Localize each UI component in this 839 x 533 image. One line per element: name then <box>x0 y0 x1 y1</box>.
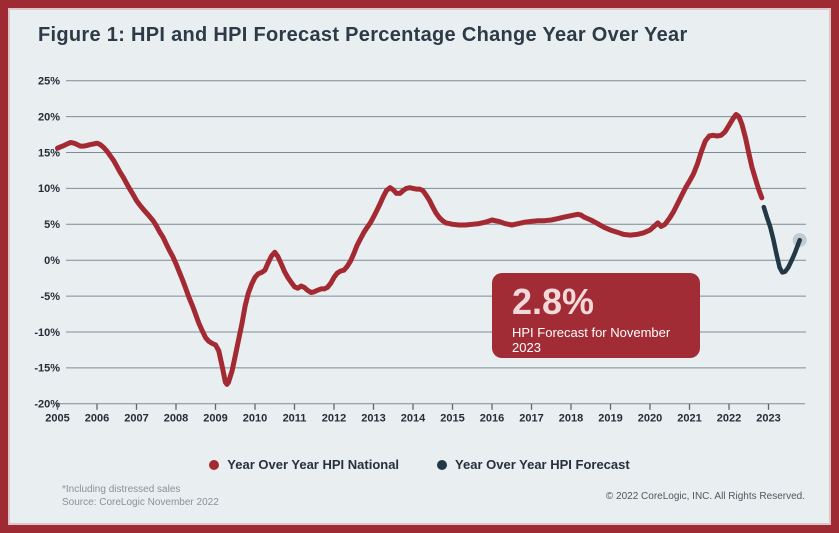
y-tick-label: -15% <box>34 363 60 375</box>
y-tick-label: 5% <box>44 219 60 231</box>
y-tick-label: 25% <box>38 76 60 88</box>
y-tick-label: -20% <box>34 399 60 411</box>
forecast-value: 2.8% <box>512 281 595 322</box>
x-tick-label: 2022 <box>717 413 741 425</box>
y-tick-label: 10% <box>38 183 60 195</box>
y-tick-label: -5% <box>40 291 60 303</box>
x-tick-label: 2015 <box>440 413 464 425</box>
x-tick-label: 2009 <box>203 413 227 425</box>
x-tick-label: 2005 <box>45 413 69 425</box>
forecast-caption: HPI Forecast for November 2023 <box>512 325 671 355</box>
footnote-line-2: Source: CoreLogic November 2022 <box>62 497 219 508</box>
x-tick-label: 2013 <box>361 413 385 425</box>
x-tick-label: 2019 <box>598 413 622 425</box>
legend-item-national: Year Over Year HPI National <box>209 457 399 472</box>
footnote: *Including distressed sales Source: Core… <box>62 483 219 509</box>
legend: Year Over Year HPI National Year Over Ye… <box>8 457 831 472</box>
forecast-callout: 2.8% HPI Forecast for November 2023 <box>492 273 700 358</box>
x-tick-label: 2023 <box>756 413 780 425</box>
x-tick-label: 2007 <box>124 413 148 425</box>
national-series-dot-icon <box>209 459 220 470</box>
national-series-line <box>55 112 765 387</box>
x-tick-label: 2017 <box>519 413 543 425</box>
x-tick-label: 2018 <box>559 413 583 425</box>
y-tick-label: -10% <box>34 327 60 339</box>
legend-item-forecast: Year Over Year HPI Forecast <box>437 457 630 472</box>
forecast-series-line <box>761 204 802 275</box>
x-tick-label: 2016 <box>480 413 504 425</box>
chart-canvas: 25% 20% 15% 10% 5% 0% -5% -10% -15% -20% 2005 2006 2… <box>34 76 807 425</box>
y-tick-label: 0% <box>44 255 60 267</box>
forecast-series-dot-icon <box>437 459 448 470</box>
legend-label-forecast: Year Over Year HPI Forecast <box>455 457 630 472</box>
x-tick-label: 2006 <box>85 413 109 425</box>
figure-title: Figure 1: HPI and HPI Forecast Percentag… <box>38 24 688 46</box>
x-tick-label: 2021 <box>677 413 701 425</box>
copyright: © 2022 CoreLogic, INC. All Rights Reserv… <box>605 491 805 502</box>
x-tick-label: 2014 <box>401 413 426 425</box>
y-tick-label: 15% <box>38 147 60 159</box>
legend-label-national: Year Over Year HPI National <box>227 457 400 472</box>
x-tick-label: 2012 <box>322 413 346 425</box>
x-tick-label: 2020 <box>638 413 662 425</box>
x-tick-label: 2008 <box>164 413 188 425</box>
footnote-line-1: *Including distressed sales <box>62 484 181 495</box>
x-tick-label: 2010 <box>243 413 267 425</box>
y-tick-label: 20% <box>38 111 60 123</box>
x-tick-label: 2011 <box>283 413 307 425</box>
